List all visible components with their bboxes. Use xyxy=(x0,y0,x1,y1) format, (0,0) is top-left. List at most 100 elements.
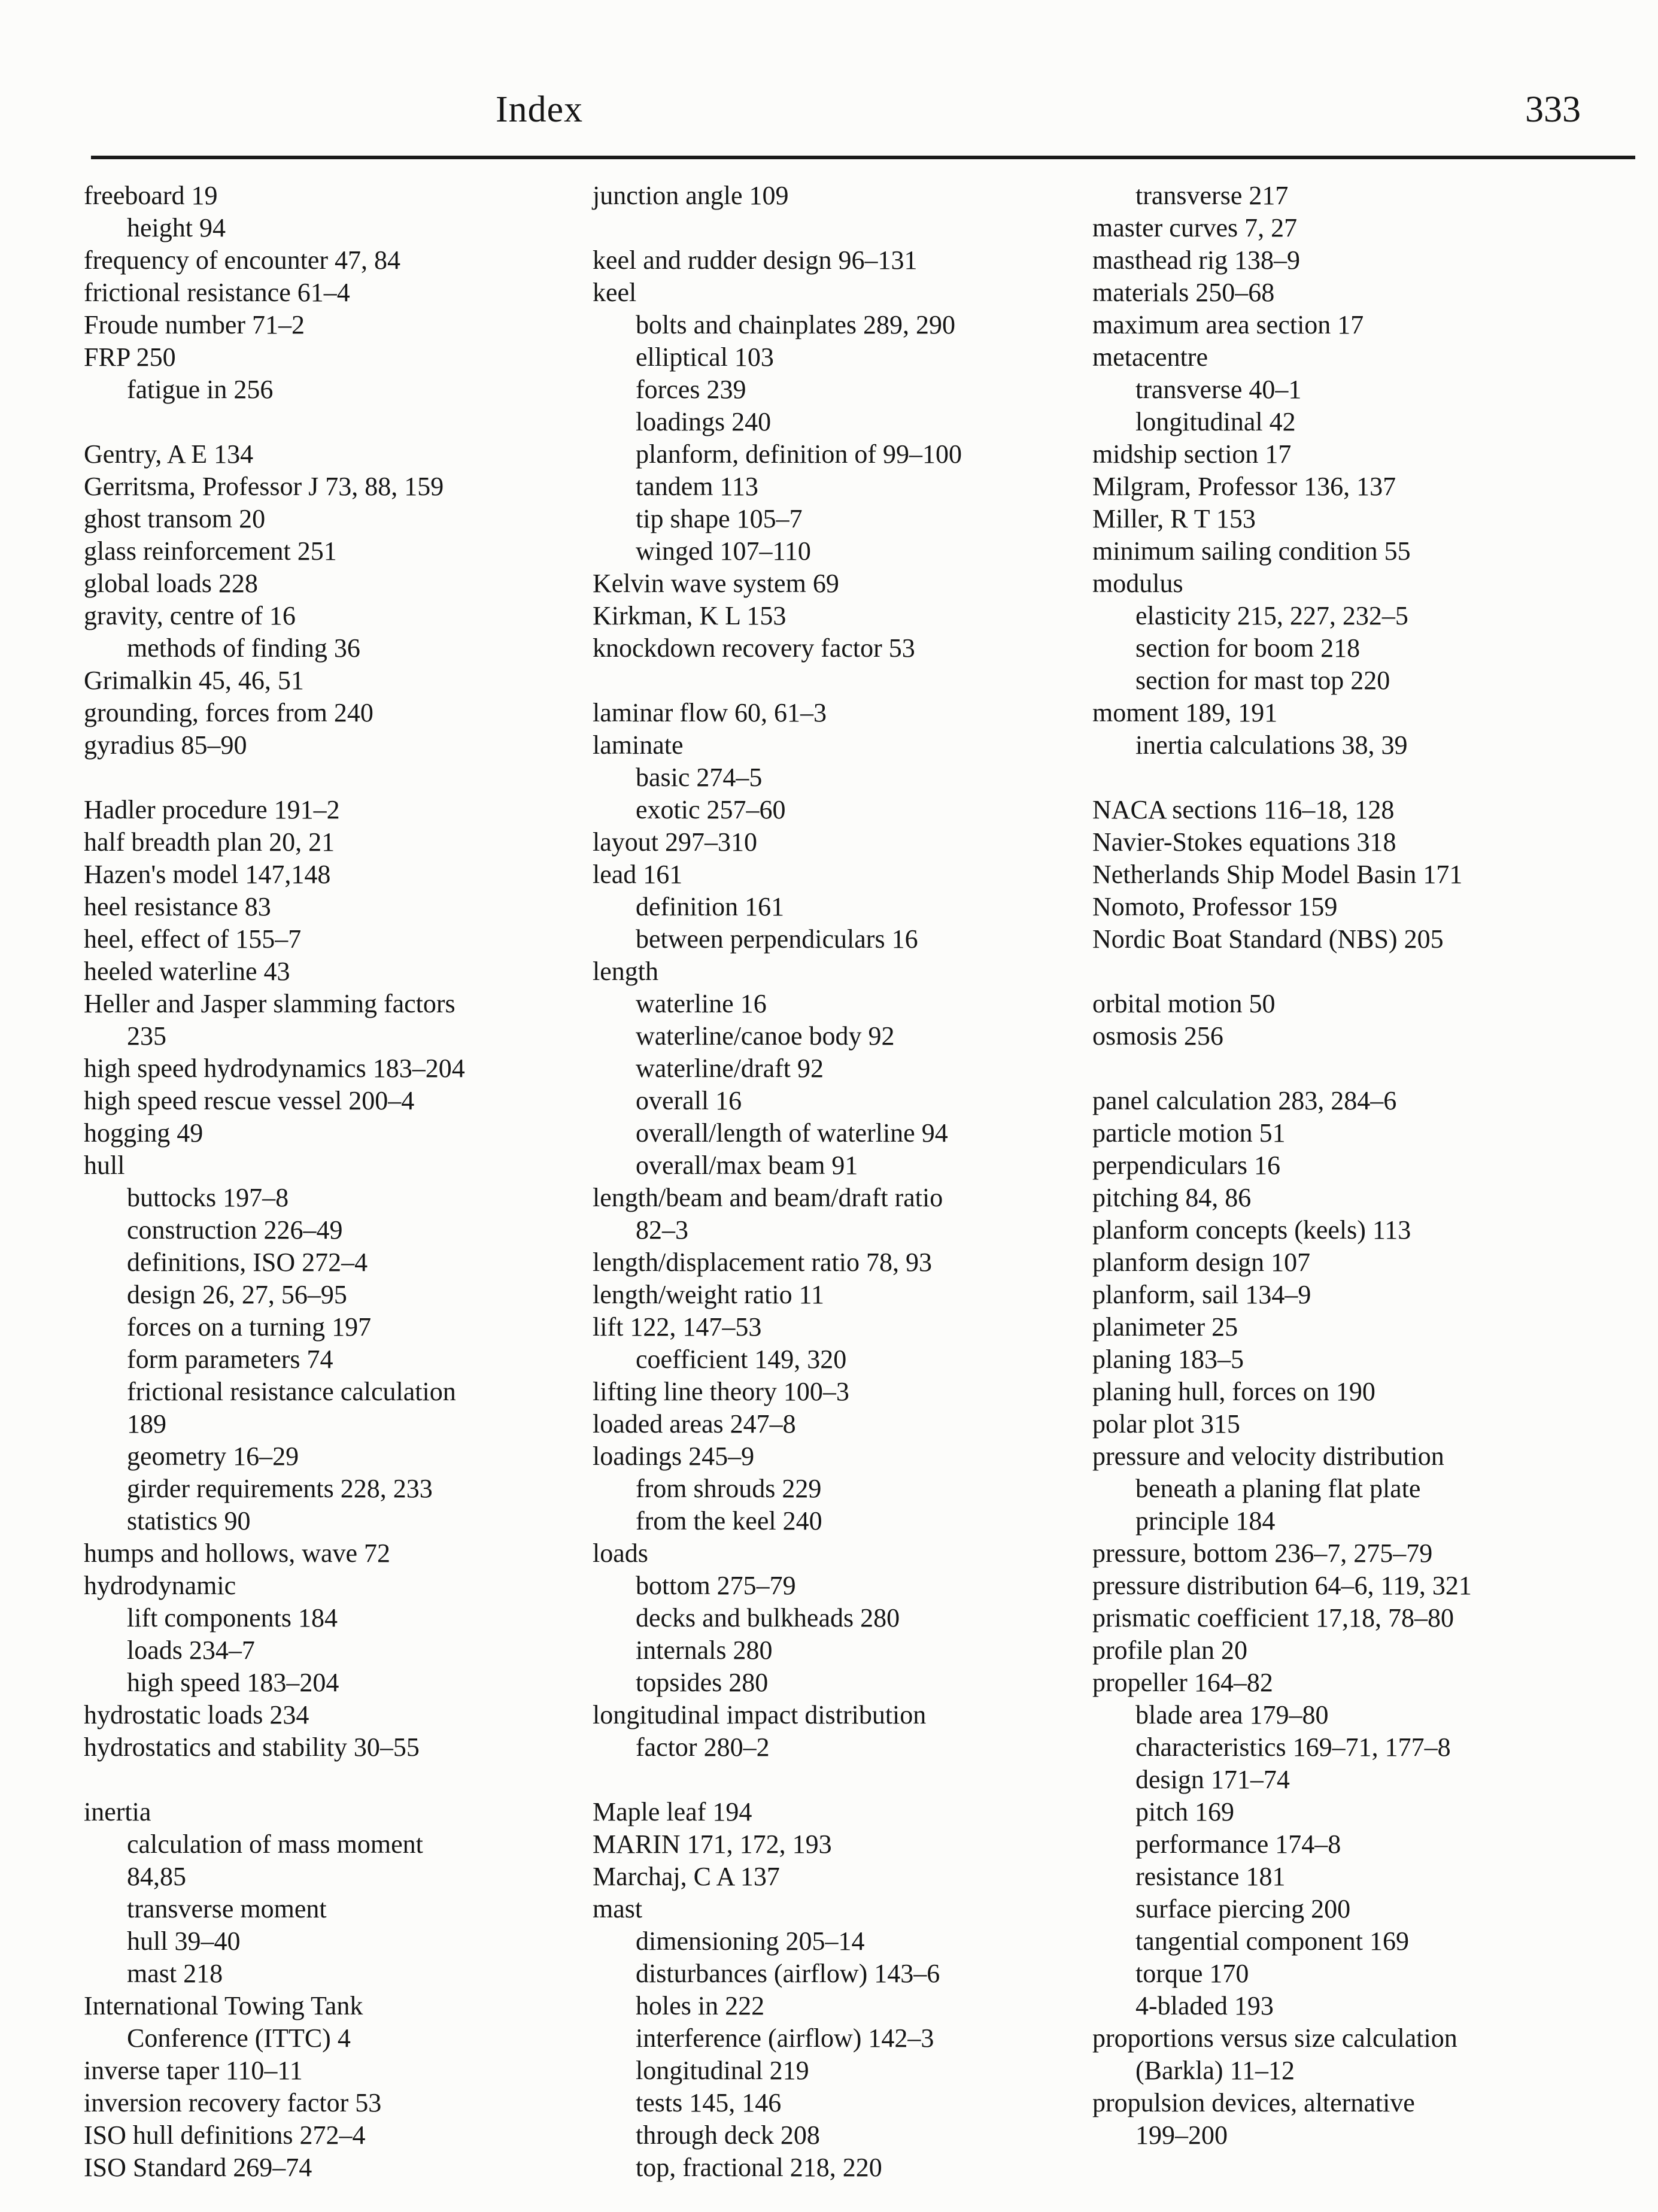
index-entry: loadings 245–9 xyxy=(593,1442,755,1471)
index-entry: principle 184 xyxy=(1135,1506,1276,1536)
index-entry: length xyxy=(593,957,658,986)
index-entry: holes in 222 xyxy=(636,1991,765,2020)
index-entry: International Towing Tank xyxy=(84,1991,363,2020)
index-entry: junction angle 109 xyxy=(593,181,789,210)
index-entry: planform, definition of 99–100 xyxy=(636,439,962,469)
index-entry: polar plot 315 xyxy=(1092,1409,1240,1439)
index-entry: Nomoto, Professor 159 xyxy=(1092,892,1338,921)
index-entry: planform, sail 134–9 xyxy=(1092,1280,1311,1309)
index-entry: Grimalkin 45, 46, 51 xyxy=(84,666,304,695)
index-entry: section for mast top 220 xyxy=(1135,666,1390,695)
section-gap xyxy=(1092,761,1619,794)
index-entry: Heller and Jasper slamming factors xyxy=(84,989,456,1018)
index-entry: materials 250–68 xyxy=(1092,278,1275,307)
index-entry: bottom 275–79 xyxy=(636,1571,796,1600)
index-entry: frictional resistance 61–4 xyxy=(84,278,350,307)
index-entry: heel, effect of 155–7 xyxy=(84,924,302,954)
index-entry: freeboard 19 xyxy=(84,181,218,210)
section-gap xyxy=(593,212,1092,244)
index-entry: bolts and chainplates 289, 290 xyxy=(636,310,956,339)
index-entry: Milgram, Professor 136, 137 xyxy=(1092,472,1396,501)
index-entry: modulus xyxy=(1092,569,1183,598)
index-entry: winged 107–110 xyxy=(636,536,811,566)
page-number: 333 xyxy=(1525,89,1581,130)
index-entry: inertia xyxy=(84,1797,151,1826)
index-entry: humps and hollows, wave 72 xyxy=(84,1539,391,1568)
index-entry: design 171–74 xyxy=(1135,1765,1290,1794)
index-entry: longitudinal 219 xyxy=(636,2056,809,2085)
index-entry: Gerritsma, Professor J 73, 88, 159 xyxy=(84,472,444,501)
index-entry: hull 39–40 xyxy=(127,1926,241,1956)
index-entry: FRP 250 xyxy=(84,342,176,372)
index-entry: longitudinal impact distribution xyxy=(593,1700,927,1729)
index-entry: perpendiculars 16 xyxy=(1092,1151,1280,1180)
index-entry: Navier-Stokes equations 318 xyxy=(1092,827,1396,857)
index-entry: form parameters 74 xyxy=(127,1345,333,1374)
index-entry: layout 297–310 xyxy=(593,827,757,857)
index-entry: forces on a turning 197 xyxy=(127,1312,372,1342)
index-entry: MARIN 171, 172, 193 xyxy=(593,1829,832,1859)
index-entry: high speed rescue vessel 200–4 xyxy=(84,1086,415,1115)
index-entry: Miller, R T 153 xyxy=(1092,504,1256,533)
index-entry: planing hull, forces on 190 xyxy=(1092,1377,1375,1406)
index-entry: loaded areas 247–8 xyxy=(593,1409,796,1439)
index-entry: length/beam and beam/draft ratio xyxy=(593,1183,943,1212)
index-entry: overall/length of waterline 94 xyxy=(636,1118,948,1148)
index-entry: waterline/draft 92 xyxy=(636,1054,824,1083)
section-gap xyxy=(1092,955,1619,988)
index-entry: frictional resistance calculation xyxy=(127,1377,456,1406)
index-entry: pitch 169 xyxy=(1135,1797,1234,1826)
index-entry: topsides 280 xyxy=(636,1668,769,1697)
index-entry: section for boom 218 xyxy=(1135,633,1361,663)
index-entry: high speed 183–204 xyxy=(127,1668,339,1697)
index-entry: performance 174–8 xyxy=(1135,1829,1341,1859)
index-entry: Froude number 71–2 xyxy=(84,310,305,339)
index-entry: characteristics 169–71, 177–8 xyxy=(1135,1732,1451,1762)
index-entry: midship section 17 xyxy=(1092,439,1292,469)
index-entry: gyradius 85–90 xyxy=(84,730,247,760)
index-entry: height 94 xyxy=(127,213,226,242)
index-entry: gravity, centre of 16 xyxy=(84,601,296,630)
index-entry: pressure and velocity distribution xyxy=(1092,1442,1444,1471)
index-entry: NACA sections 116–18, 128 xyxy=(1092,795,1395,824)
index-entry: lift 122, 147–53 xyxy=(593,1312,762,1342)
index-entry: hull xyxy=(84,1151,125,1180)
index-entry: inertia calculations 38, 39 xyxy=(1135,730,1408,760)
index-entry: decks and bulkheads 280 xyxy=(636,1603,900,1633)
index-entry: mast xyxy=(593,1894,643,1923)
index-entry: hydrostatic loads 234 xyxy=(84,1700,309,1729)
index-entry: Kirkman, K L 153 xyxy=(593,601,787,630)
index-entry: prismatic coefficient 17,18, 78–80 xyxy=(1092,1603,1454,1633)
index-columns: freeboard 19 height 94 frequency of encoun… xyxy=(84,180,1619,2184)
index-entry: surface piercing 200 xyxy=(1135,1894,1351,1923)
index-entry: definition 161 xyxy=(636,892,785,921)
index-entry: planimeter 25 xyxy=(1092,1312,1238,1342)
index-entry: pressure, bottom 236–7, 275–79 xyxy=(1092,1539,1433,1568)
index-entry: 199–200 xyxy=(1135,2120,1228,2150)
index-entry: ISO hull definitions 272–4 xyxy=(84,2120,366,2150)
index-entry: heeled waterline 43 xyxy=(84,957,290,986)
index-entry: coefficient 149, 320 xyxy=(636,1345,847,1374)
index-entry: through deck 208 xyxy=(636,2120,820,2150)
index-entry: 82–3 xyxy=(636,1215,688,1245)
index-entry: 189 xyxy=(127,1409,166,1439)
section-gap xyxy=(1092,1052,1619,1085)
index-entry: masthead rig 138–9 xyxy=(1092,245,1301,275)
index-entry: laminar flow 60, 61–3 xyxy=(593,698,827,727)
index-entry: loads xyxy=(593,1539,648,1568)
index-entry: length/displacement ratio 78, 93 xyxy=(593,1248,932,1277)
index-entry: lift components 184 xyxy=(127,1603,338,1633)
index-entry: girder requirements 228, 233 xyxy=(127,1474,433,1503)
index-entry: tests 145, 146 xyxy=(636,2088,782,2117)
index-entry: ISO Standard 269–74 xyxy=(84,2153,312,2182)
index-entry: construction 226–49 xyxy=(127,1215,343,1245)
index-entry: longitudinal 42 xyxy=(1135,407,1296,436)
index-entry: ghost transom 20 xyxy=(84,504,266,533)
index-entry: master curves 7, 27 xyxy=(1092,213,1298,242)
index-entry: propeller 164–82 xyxy=(1092,1668,1273,1697)
index-entry: high speed hydrodynamics 183–204 xyxy=(84,1054,465,1083)
index-entry: elasticity 215, 227, 232–5 xyxy=(1135,601,1408,630)
index-entry: 84,85 xyxy=(127,1862,186,1891)
index-entry: elliptical 103 xyxy=(636,342,774,372)
